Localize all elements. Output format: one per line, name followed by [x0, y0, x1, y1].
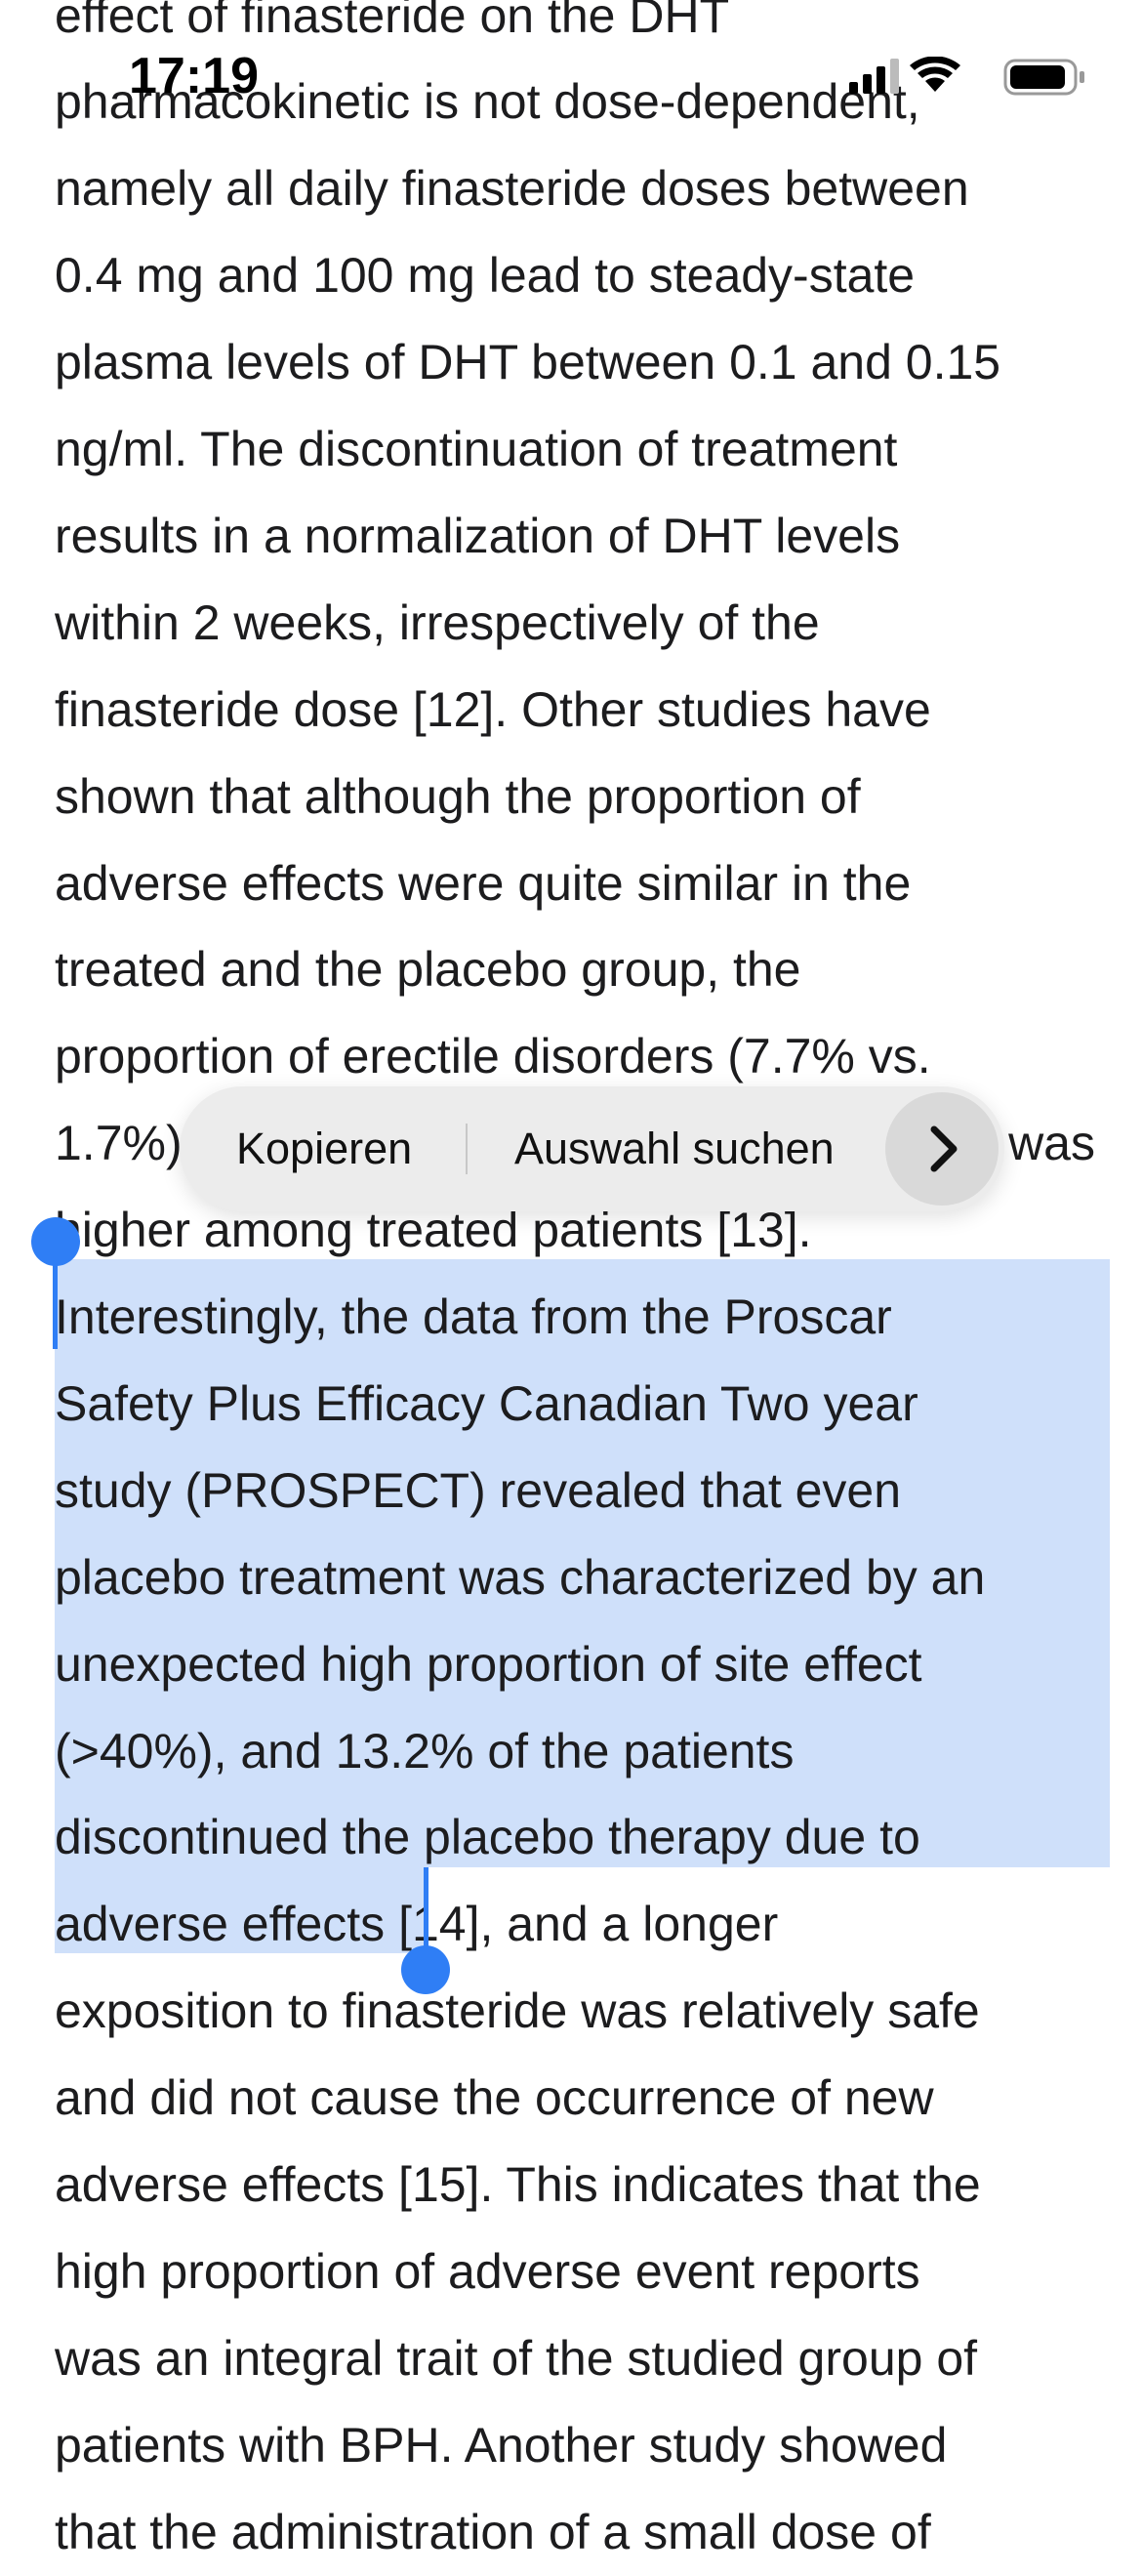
text-line: adverse effects [14], and a longer [55, 1881, 778, 1968]
text-line: proportion of erectile disorders (7.7% v… [55, 1013, 931, 1100]
text-line: 0.4 mg and 100 mg lead to steady-state [55, 232, 915, 319]
text: ng/ml. The discontinuation of treatment [55, 422, 898, 476]
text-line: plasma levels of DHT between 0.1 and 0.1… [55, 319, 1000, 406]
text-line: (>40%), and 13.2% of the patients [55, 1708, 794, 1795]
text-line: namely all daily finasteride doses betwe… [55, 145, 969, 232]
text: finasteride dose [12]. Other studies hav… [55, 681, 931, 737]
selection-menu: Kopieren Auswahl suchen [180, 1086, 1004, 1211]
text-line: treated and the placebo group, the [55, 926, 800, 1013]
menu-copy[interactable]: Kopieren [236, 1124, 413, 1173]
selection-highlight [55, 1259, 1110, 1867]
text-line: ng/ml. The discontinuation of treatment [55, 406, 897, 493]
text: treated and the placebo group, the [55, 942, 801, 998]
text: and did not cause the occurrence of new [55, 2070, 934, 2126]
text: adverse effects were quite similar in th… [55, 855, 912, 911]
text: plasma levels of DHT between 0.1 and 0.1… [55, 335, 1001, 390]
text: within 2 weeks, irrespectively of the [55, 594, 820, 650]
text: pharmacokinetic is not dose-dependent, [55, 74, 920, 130]
text-line: discontinued the placebo therapy due to [55, 1794, 920, 1881]
text-line: study (PROSPECT) revealed that even [55, 1448, 901, 1534]
text: Safety Plus Efficacy Canadian Two year [55, 1375, 918, 1431]
text: [14], and a longer [385, 1897, 779, 1952]
text-line: effect of finasteride on the DHT [55, 0, 729, 60]
text-line: results in a normalization of DHT levels [55, 493, 900, 580]
status-icons [849, 57, 1084, 96]
menu-search[interactable]: Auswahl suchen [514, 1124, 835, 1173]
text-line: within 2 weeks, irrespectively of the [55, 580, 820, 667]
text-line: adverse effects were quite similar in th… [55, 840, 911, 927]
text: proportion of erectile disorders (7.7% v… [55, 1029, 931, 1084]
text: study (PROSPECT) revealed that even [55, 1462, 902, 1518]
text-line: pharmacokinetic is not dose-dependent, [55, 59, 920, 145]
text: namely all daily finasteride doses betwe… [55, 161, 969, 217]
menu-divider [466, 1124, 468, 1174]
text: that the administration of a small dose … [55, 2504, 931, 2559]
text-line: was an integral trait of the studied gro… [55, 2315, 977, 2402]
text: discontinued the placebo therapy due to [55, 1810, 920, 1865]
selection-handles [31, 1217, 450, 1994]
text: (>40%), and 13.2% of the patients [55, 1723, 795, 1779]
text: adverse effects [15]. This indicates tha… [55, 2157, 981, 2212]
menu-more[interactable] [885, 1092, 999, 1206]
text: higher among treated patients [13]. [55, 1203, 812, 1258]
text-line: Safety Plus Efficacy Canadian Two year [55, 1361, 918, 1448]
text-line: exposition to finasteride was relatively… [55, 1968, 980, 2055]
text: exposition to finasteride was relatively… [55, 1983, 980, 2039]
status-bar: 17:19 [0, 0, 1142, 137]
text-line: Interestingly, the data from the Proscar [55, 1274, 892, 1361]
text: patients with BPH. Another study showed [55, 2417, 948, 2473]
text: placebo treatment was characterized by a… [55, 1549, 986, 1605]
text-line: patients with BPH. Another study showed [55, 2402, 947, 2489]
text-line: unexpected high proportion of site effec… [55, 1621, 922, 1708]
selection-highlight [55, 1867, 426, 1953]
text: adverse effects [55, 1897, 386, 1952]
text: Interestingly, the data from the Proscar [55, 1289, 892, 1344]
text-line: 1.7%) [55, 1100, 183, 1187]
text: results in a normalization of DHT levels [55, 508, 901, 563]
text-line: high proportion of adverse event reports [55, 2228, 920, 2315]
text: high proportion of adverse event reports [55, 2243, 920, 2299]
text: 1.7%) [55, 1116, 183, 1171]
text-line: shown that although the proportion of [55, 754, 861, 840]
text-line: higher among treated patients [13]. [55, 1187, 812, 1274]
text: unexpected high proportion of site effec… [55, 1636, 922, 1692]
text: 0.4 mg and 100 mg lead to steady-state [55, 248, 916, 304]
text-line: placebo treatment was characterized by a… [55, 1534, 985, 1621]
text-line: that the administration of a small dose … [55, 2489, 931, 2576]
text: shown that although the proportion of [55, 768, 861, 824]
text-line: finasteride dose [12]. Other studies hav… [55, 667, 931, 754]
text: was an integral trait of the studied gro… [55, 2330, 978, 2386]
text: effect of finasteride on the DHT [55, 0, 730, 43]
text-line: and did not cause the occurrence of new [55, 2055, 934, 2142]
text-line: adverse effects [15]. This indicates tha… [55, 2142, 981, 2228]
text-line: was [1008, 1116, 1095, 1171]
time: 17:19 [129, 48, 259, 104]
